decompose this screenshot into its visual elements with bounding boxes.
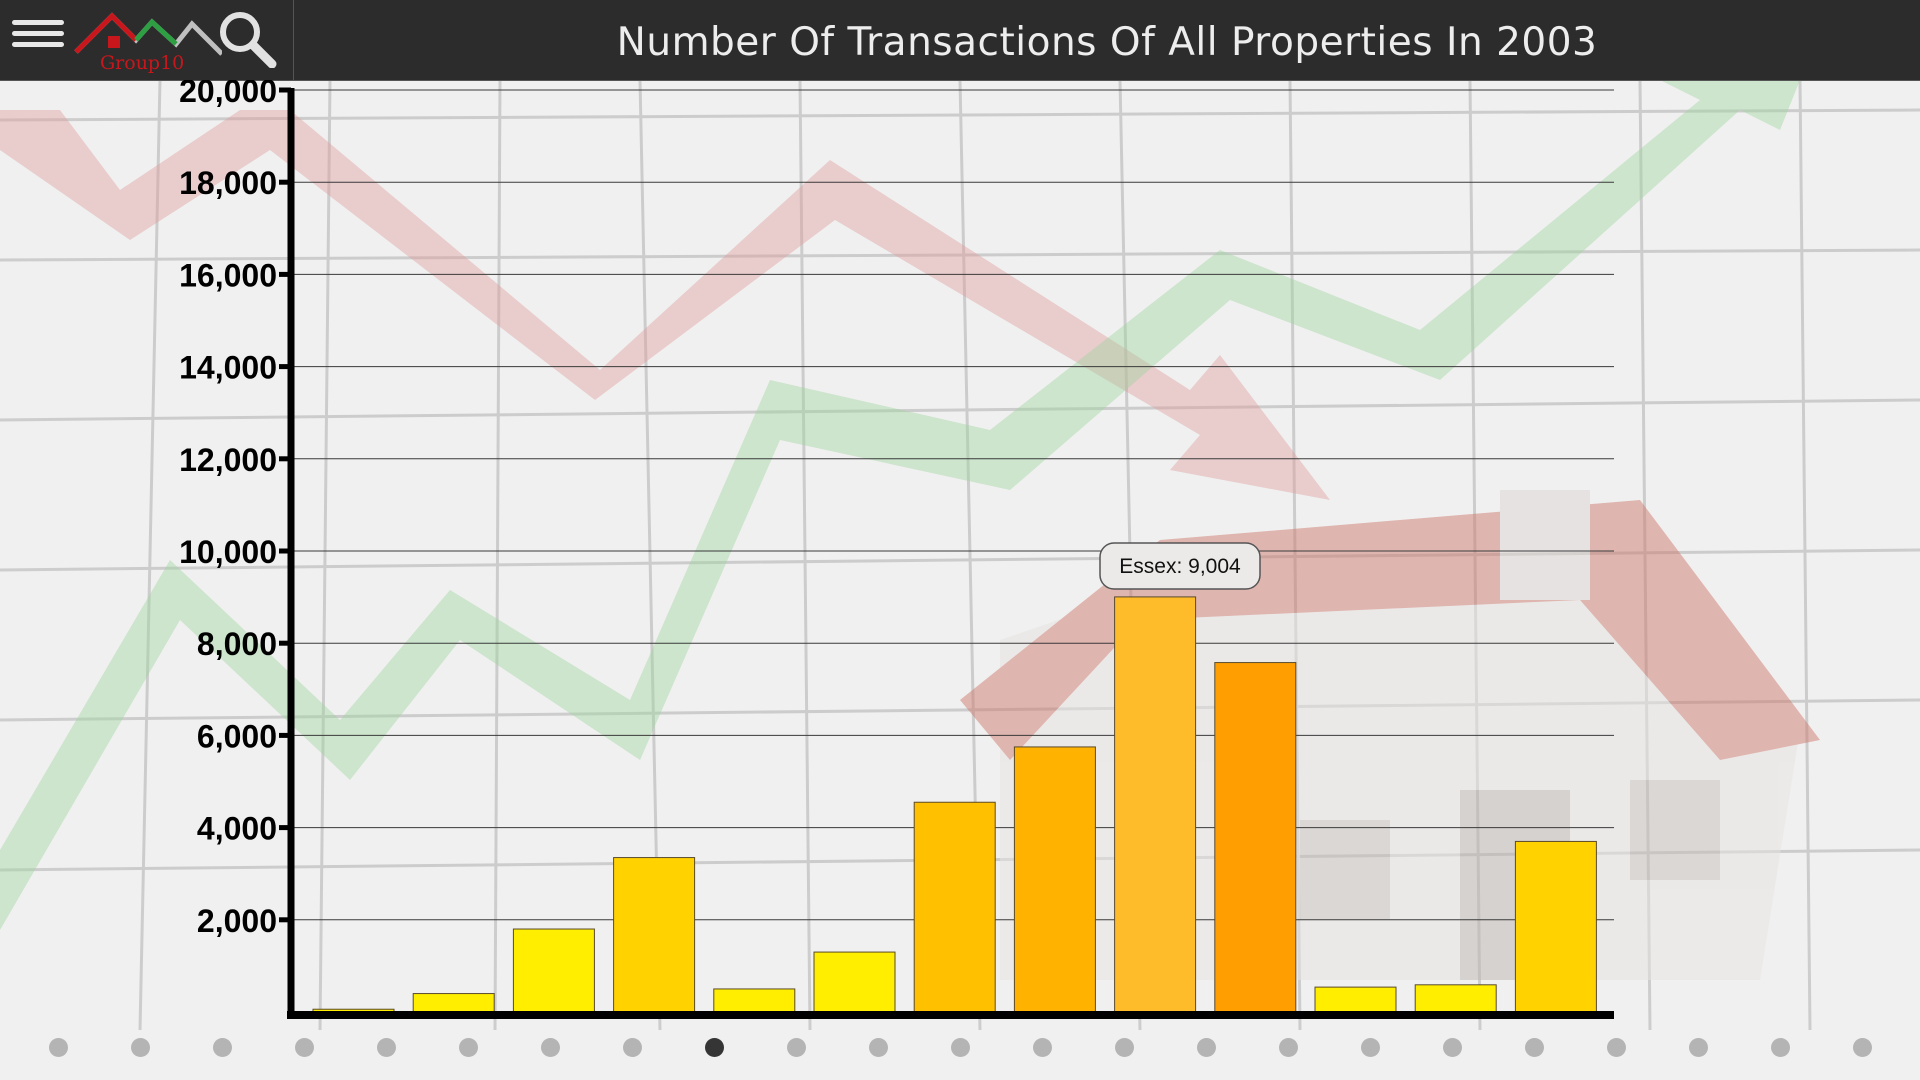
y-tick-label: 18,000 [179,165,277,201]
y-tick-label: 12,000 [179,442,277,478]
page-dot[interactable] [1361,1038,1380,1057]
tooltip: Essex: 9,004 [1099,542,1261,590]
bar[interactable] [1314,986,1397,1013]
page-title: Number Of Transactions Of All Properties… [616,20,1598,65]
y-tick-label: 8,000 [197,626,277,662]
bar[interactable] [813,951,896,1013]
page-dot[interactable] [1689,1038,1708,1057]
top-bar: Group10 Number Of Transactions Of All Pr… [0,0,1920,81]
bar[interactable] [512,928,595,1013]
page-dot[interactable] [1607,1038,1626,1057]
page-dot[interactable] [951,1038,970,1057]
page-dot[interactable] [1279,1038,1298,1057]
page-dot[interactable] [541,1038,560,1057]
page-dot-active[interactable] [705,1038,724,1057]
y-tick-label: 2,000 [197,903,277,939]
header-divider [293,0,294,80]
search-icon[interactable] [214,8,278,68]
page-dot[interactable] [1771,1038,1790,1057]
bar[interactable] [913,801,996,1013]
bar[interactable] [1013,746,1096,1013]
bar[interactable] [1114,596,1197,1013]
bar[interactable] [412,993,495,1013]
page-dot[interactable] [1525,1038,1544,1057]
y-tick-label: 10,000 [179,534,277,570]
y-axis-ticks: 2,000 4,000 6,000 8,000 10,000 12,000 14,000 16… [179,80,291,939]
page-dot[interactable] [787,1038,806,1057]
grid-lines [291,89,1614,921]
page-dot[interactable] [1033,1038,1052,1057]
page-dot[interactable] [459,1038,478,1057]
tooltip-box [1099,542,1261,590]
menu-icon[interactable] [12,14,64,58]
bar[interactable] [713,988,796,1013]
y-tick-label: 16,000 [179,257,277,293]
y-tick-label: 20,000 [179,80,277,109]
page-dot[interactable] [1197,1038,1216,1057]
page-indicator [0,1030,1920,1066]
page-dot[interactable] [49,1038,68,1057]
logo-text: Group10 [100,52,185,74]
page-dot[interactable] [869,1038,888,1057]
bar[interactable] [613,857,696,1013]
page-dot[interactable] [1853,1038,1872,1057]
page-dot[interactable] [213,1038,232,1057]
bar[interactable] [1214,662,1297,1013]
bar-chart: 2,000 4,000 6,000 8,000 10,000 12,000 14,000 16… [179,80,1614,1019]
page-dot[interactable] [377,1038,396,1057]
bar[interactable] [1414,984,1497,1013]
house-logo-icon [74,12,222,56]
bar[interactable] [1514,840,1597,1013]
y-tick-label: 4,000 [197,811,277,847]
page-dot[interactable] [1115,1038,1134,1057]
tooltip-text: Essex: 9,004 [1119,555,1241,578]
y-tick-label: 6,000 [197,718,277,754]
page-dot[interactable] [1443,1038,1462,1057]
page-dot[interactable] [295,1038,314,1057]
page-dot[interactable] [623,1038,642,1057]
bars [312,596,1597,1013]
page-dot[interactable] [131,1038,150,1057]
y-tick-label: 14,000 [179,350,277,386]
